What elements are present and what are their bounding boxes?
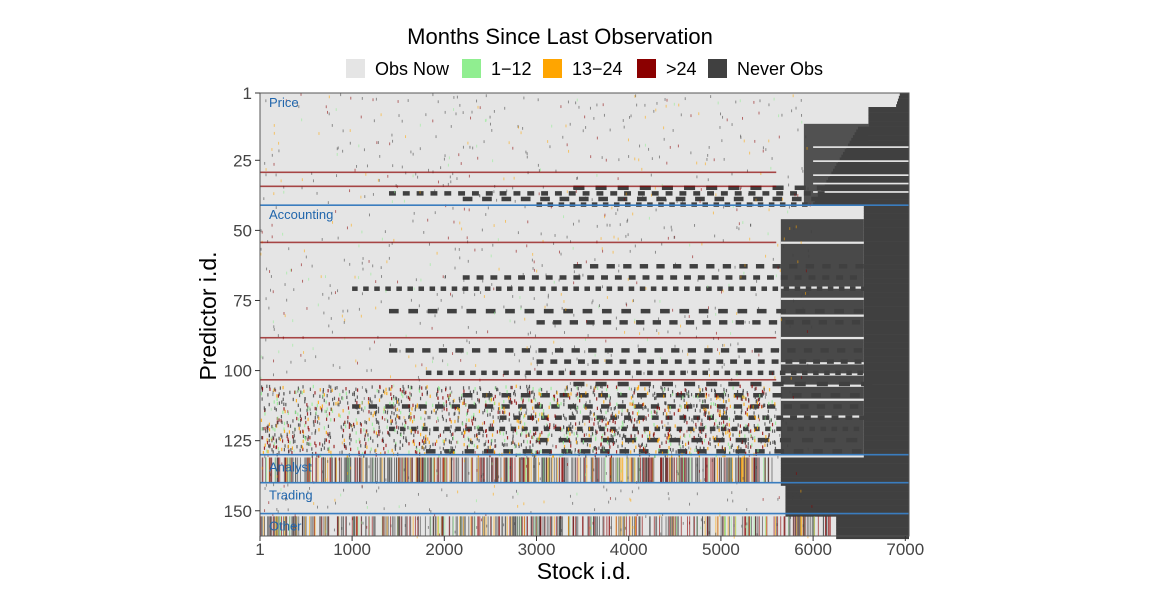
y-tick-label: 25 (233, 151, 252, 170)
legend-swatch-3 (637, 59, 656, 78)
x-tick-label: 3000 (518, 540, 556, 559)
y-axis-label: Predictor i.d. (195, 251, 221, 380)
legend-swatch-4 (708, 59, 727, 78)
legend-title: Months Since Last Observation (407, 24, 713, 49)
x-tick-label: 1000 (333, 540, 371, 559)
y-tick-label: 100 (224, 362, 252, 381)
x-tick-label: 2000 (425, 540, 463, 559)
legend: Obs Now 1−12 13−24 >24 Never Obs (346, 59, 823, 79)
legend-swatch-0 (346, 59, 365, 78)
group-label-accounting: Accounting (269, 207, 333, 222)
legend-label-4: Never Obs (737, 59, 823, 79)
x-tick-label: 5000 (702, 540, 740, 559)
y-tick-label: 50 (233, 221, 252, 240)
y-tick-label: 150 (224, 502, 252, 521)
axes: 1 1000 2000 3000 4000 5000 6000 700012550751001… (224, 84, 925, 559)
group-label-price: Price (269, 95, 299, 110)
legend-label-0: Obs Now (375, 59, 450, 79)
legend-label-2: 13−24 (572, 59, 623, 79)
y-tick-label: 125 (224, 432, 252, 451)
group-label-other: Other (269, 518, 302, 533)
group-label-analyst: Analyst (269, 459, 312, 474)
y-tick-label: 75 (233, 291, 252, 310)
group-labels: Price Accounting Analyst Trading Other (269, 95, 333, 533)
x-tick-label: 4000 (610, 540, 648, 559)
group-dividers (260, 204, 909, 515)
legend-label-1: 1−12 (491, 59, 532, 79)
plot-border (259, 92, 910, 537)
x-tick-label: 1 (255, 540, 264, 559)
legend-swatch-2 (543, 59, 562, 78)
heatmap-cells (260, 93, 909, 540)
legend-label-3: >24 (666, 59, 697, 79)
x-tick-label: 6000 (794, 540, 832, 559)
y-tick-label: 1 (243, 84, 252, 103)
group-label-trading: Trading (269, 488, 313, 503)
x-axis-label: Stock i.d. (537, 558, 632, 584)
x-tick-label: 7000 (886, 540, 924, 559)
legend-swatch-1 (462, 59, 481, 78)
